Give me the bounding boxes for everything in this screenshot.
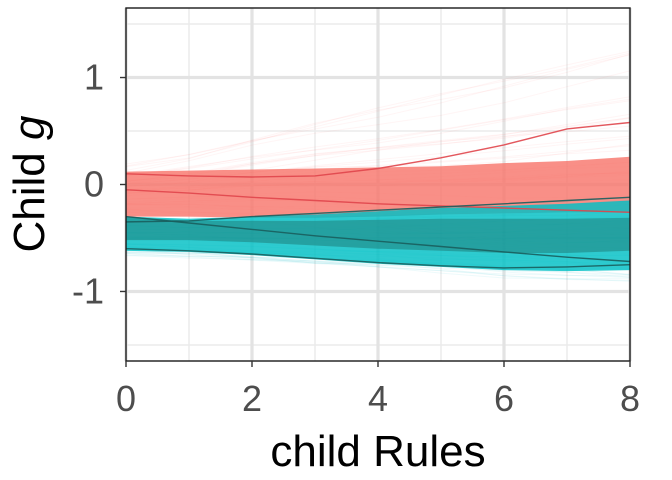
y-axis-title: Child g (5, 115, 54, 253)
series-0-trajectory (126, 54, 630, 167)
x-tick-label: 2 (242, 378, 262, 419)
series-1-trajectory (126, 249, 630, 276)
tick-labels: 0 2 4 6 8 -1 0 1 (72, 57, 640, 419)
y-axis-title-prefix: Child (5, 140, 54, 253)
series-0-trajectory (126, 100, 630, 176)
series-1-highlight-line-0 (126, 215, 630, 263)
series-0-highlight-line-0 (126, 121, 630, 178)
series-1-trajectory (126, 252, 630, 278)
series-0-band (126, 156, 630, 218)
x-tick-label: 0 (116, 378, 136, 419)
series-1-band-core (126, 216, 630, 253)
series-1-highlight-line-1 (126, 248, 630, 269)
y-tick-label: 1 (84, 57, 104, 98)
series-0-trajectory (126, 50, 630, 165)
x-tick-label: 4 (368, 378, 388, 419)
y-axis-title-variable: g (5, 115, 54, 140)
series-0-trajectory (126, 98, 630, 176)
y-tick-label: -1 (72, 270, 104, 311)
series-1-trajectory (126, 253, 630, 282)
series-1-trajectory (126, 255, 630, 280)
series-0-trajectory (126, 52, 630, 168)
series-0-highlight-line-1 (126, 189, 630, 213)
series-1-highlight-line-2 (126, 196, 630, 223)
x-tick-label: 8 (620, 378, 640, 419)
series-0-trajectory (126, 53, 630, 171)
series-0-trajectory (126, 70, 630, 174)
data-layer (126, 50, 630, 282)
series-0-trajectory (126, 113, 630, 183)
y-tick-label: 0 (84, 164, 104, 205)
x-axis-title: child Rules (270, 427, 485, 476)
series-0-trajectory (126, 96, 630, 177)
x-tick-label: 6 (494, 378, 514, 419)
